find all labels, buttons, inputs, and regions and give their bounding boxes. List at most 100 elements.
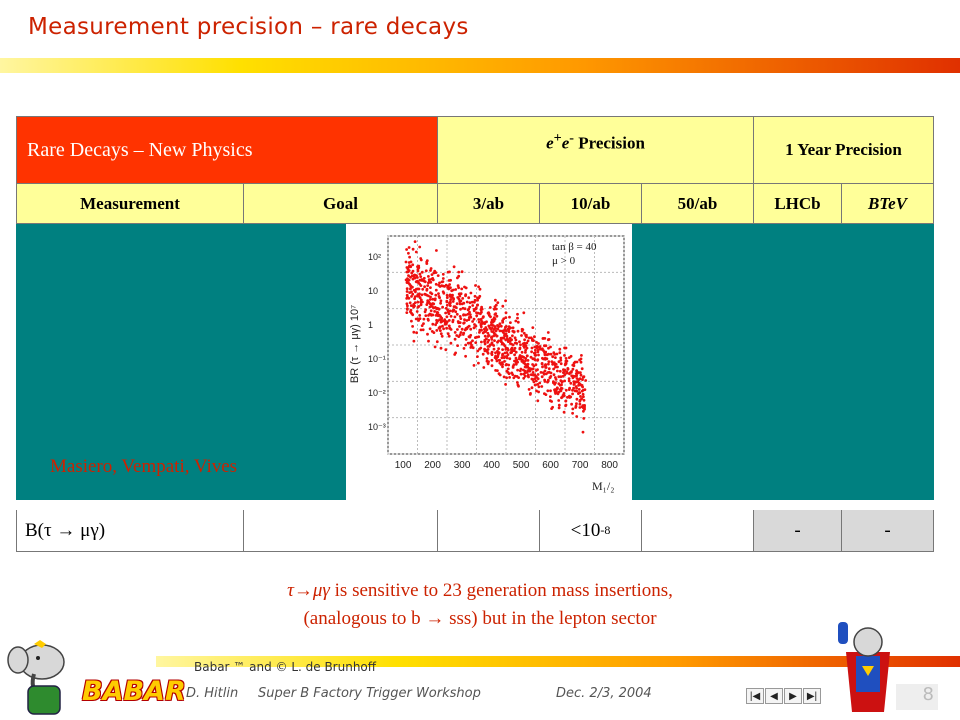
scatter-point	[508, 315, 511, 319]
scatter-point	[514, 362, 518, 366]
scatter-point	[434, 271, 438, 274]
scatter-point	[547, 367, 551, 371]
scatter-point	[501, 362, 504, 366]
scatter-point	[517, 357, 521, 361]
scatter-point	[514, 350, 518, 354]
scatter-point	[452, 265, 456, 269]
scatter-point	[581, 430, 585, 434]
scatter-point	[475, 314, 479, 318]
scatter-point	[434, 323, 437, 327]
scatter-point	[448, 304, 452, 307]
scatter-point	[436, 274, 440, 277]
scatter-point	[504, 332, 508, 336]
scatter-point	[442, 291, 446, 295]
scatter-point	[563, 363, 567, 367]
scatter-point	[428, 298, 432, 301]
scatter-point	[492, 347, 496, 351]
scatter-point	[407, 296, 411, 300]
scatter-point	[558, 351, 562, 355]
scatter-point	[503, 334, 506, 338]
scatter-point	[490, 358, 494, 362]
scatter-point	[563, 379, 566, 383]
next-slide-icon[interactable]: ▶	[784, 688, 802, 704]
scatter-point	[583, 406, 586, 410]
scatter-point	[562, 394, 566, 397]
cell-10ab-value: <10	[570, 519, 601, 541]
col-3ab: 3/ab	[438, 184, 540, 224]
scatter-point	[527, 388, 531, 391]
scatter-point	[582, 398, 586, 402]
scatter-point	[511, 334, 514, 338]
scatter-point	[413, 240, 417, 243]
scatter-point	[435, 318, 438, 322]
x-tick-label: 400	[483, 460, 500, 471]
scatter-point	[551, 405, 554, 409]
scatter-point	[420, 293, 424, 297]
scatter-point	[567, 379, 571, 383]
header-ee-precision: e+e- Precision	[438, 116, 754, 184]
scatter-point	[494, 329, 498, 333]
scatter-point	[485, 320, 488, 324]
scatter-point	[546, 371, 550, 374]
scatter-point	[444, 306, 448, 310]
scatter-point	[580, 354, 583, 357]
last-slide-icon[interactable]: ▶|	[803, 688, 821, 704]
scatter-point	[474, 306, 478, 310]
scatter-point	[525, 371, 529, 374]
scatter-point	[582, 409, 585, 413]
scatter-point	[546, 389, 550, 393]
scatter-point	[552, 381, 555, 385]
scatter-point	[534, 348, 537, 352]
scatter-point	[497, 339, 500, 343]
scatter-point	[533, 335, 536, 339]
scatter-point	[405, 287, 409, 291]
scatter-point	[419, 284, 423, 287]
scatter-point	[422, 317, 426, 321]
scatter-point	[543, 369, 547, 373]
scatter-point	[509, 351, 513, 355]
scatter-point	[429, 291, 432, 295]
scatter-point	[540, 375, 544, 379]
scatter-point	[558, 369, 562, 373]
scatter-point	[560, 383, 563, 387]
scatter-point	[428, 305, 432, 309]
scatter-point	[462, 301, 466, 305]
cell-measurement: B(τ → μγ)	[16, 510, 244, 552]
scatter-point	[580, 397, 583, 401]
scatter-point	[557, 390, 561, 394]
scatter-point	[549, 389, 552, 393]
scatter-point	[455, 302, 459, 306]
scatter-point	[533, 358, 537, 362]
scatter-point	[480, 320, 484, 323]
scatter-point	[530, 386, 534, 390]
plot-ylabel: BR (τ → μγ) 10⁷	[349, 305, 361, 383]
scatter-point	[574, 380, 578, 384]
scatter-point	[420, 270, 424, 274]
scatter-point	[504, 316, 508, 319]
slide-navigation: |◀ ◀ ▶ ▶|	[746, 688, 822, 704]
first-slide-icon[interactable]: |◀	[746, 688, 764, 704]
scatter-point	[531, 371, 535, 374]
scatter-point	[496, 327, 500, 331]
scatter-point	[490, 364, 494, 368]
prev-slide-icon[interactable]: ◀	[765, 688, 783, 704]
scatter-point	[531, 339, 534, 342]
scatter-point	[469, 346, 473, 349]
x-tick-label: 200	[424, 460, 441, 471]
scatter-point	[441, 277, 445, 280]
scatter-point	[514, 338, 518, 342]
scatter-point	[567, 356, 571, 359]
scatter-point	[433, 310, 436, 313]
scatter-point	[506, 327, 510, 331]
scatter-point	[537, 385, 541, 389]
scatter-point	[444, 311, 447, 315]
y-tick-label: 10	[368, 286, 378, 296]
scatter-point	[540, 362, 544, 366]
scatter-point	[531, 367, 535, 371]
scatter-point	[536, 383, 540, 386]
scatter-point	[520, 355, 524, 358]
scatter-point	[509, 342, 512, 345]
scatter-point	[572, 380, 576, 384]
scatter-point	[559, 358, 563, 362]
scatter-point	[516, 312, 519, 316]
